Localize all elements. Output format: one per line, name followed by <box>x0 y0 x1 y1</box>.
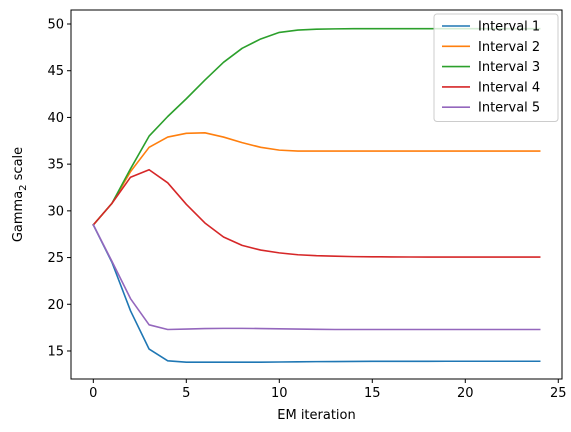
legend-label-4: Interval 4 <box>478 80 540 95</box>
series-line-4 <box>92 168 541 258</box>
y-tick-label: 25 <box>47 251 64 266</box>
y-axis-label-subscript: 2 <box>18 184 29 190</box>
y-axis-label-suffix: scale <box>11 147 26 185</box>
y-tick-label: 35 <box>47 158 64 173</box>
plot-frame <box>70 9 563 380</box>
y-tick-label: 40 <box>47 111 64 126</box>
x-tick-label: 20 <box>457 386 474 401</box>
y-tick-label: 45 <box>47 64 64 79</box>
y-axis-label: Gamma2 scale <box>11 147 29 242</box>
series-line-1 <box>92 223 541 363</box>
x-tick-label: 0 <box>89 386 97 401</box>
legend-box <box>433 13 559 122</box>
legend: Interval 1 Interval 2 Interval 3 Interval 4… <box>433 13 559 122</box>
y-tick-label: 20 <box>47 298 64 313</box>
x-tick-label: 10 <box>271 386 288 401</box>
x-tick-label: 25 <box>550 386 567 401</box>
x-axis-label: EM iteration <box>277 408 355 423</box>
y-tick-label: 30 <box>47 204 64 219</box>
y-tick-label: 15 <box>47 344 64 359</box>
y-tick-label: 50 <box>47 18 64 33</box>
x-tick-label: 15 <box>364 386 381 401</box>
x-tick-label: 5 <box>182 386 190 401</box>
series-line-5 <box>92 223 541 331</box>
y-axis-label-main: Gamma <box>11 191 26 242</box>
legend-label-1: Interval 1 <box>478 20 540 35</box>
legend-label-5: Interval 5 <box>478 101 540 116</box>
ticks-layer: 0 5 10 15 20 25 15 20 25 30 35 40 45 50 <box>47 18 566 401</box>
legend-label-3: Interval 3 <box>478 60 540 75</box>
legend-label-2: Interval 2 <box>478 40 540 55</box>
series-line-2 <box>92 132 541 226</box>
